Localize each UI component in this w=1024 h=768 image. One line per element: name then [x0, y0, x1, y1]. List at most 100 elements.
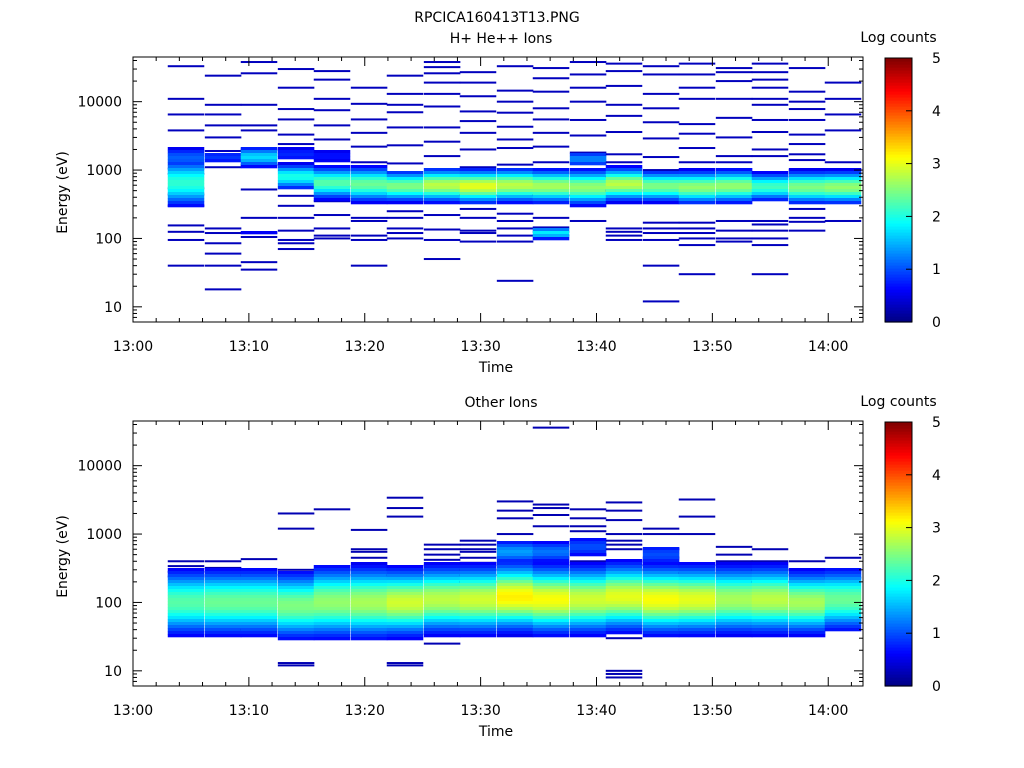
- count-cell: [642, 553, 680, 557]
- noise-cell: [423, 558, 461, 561]
- noise-cell: [642, 527, 680, 530]
- noise-cell: [751, 229, 789, 232]
- count-cell: [386, 180, 424, 184]
- count-cell: [496, 634, 534, 638]
- count-cell: [350, 180, 388, 184]
- count-cell: [313, 159, 351, 163]
- count-cell: [459, 565, 497, 569]
- count-cell: [386, 625, 424, 629]
- count-cell: [788, 613, 826, 617]
- count-cell: [678, 574, 716, 578]
- count-cell: [824, 183, 862, 187]
- count-cell: [350, 628, 388, 632]
- count-cell: [240, 165, 278, 169]
- count-cell: [715, 601, 753, 605]
- count-cell: [277, 589, 315, 593]
- count-cell: [423, 198, 461, 202]
- count-cell: [715, 562, 753, 566]
- count-cell: [824, 171, 862, 175]
- y-axis-label: Energy (eV): [55, 151, 71, 234]
- colorbar-segment: [885, 626, 912, 630]
- colorbar-segment: [885, 175, 912, 179]
- count-cell: [532, 565, 570, 569]
- colorbar-segment: [885, 443, 912, 447]
- count-cell: [350, 616, 388, 620]
- count-cell: [204, 628, 242, 632]
- count-cell: [532, 613, 570, 617]
- count-cell: [569, 625, 607, 629]
- noise-cell: [605, 62, 643, 65]
- noise-cell: [386, 162, 424, 165]
- count-cell: [824, 586, 862, 590]
- noise-cell: [277, 512, 315, 515]
- noise-cell: [350, 145, 388, 148]
- noise-cell: [204, 124, 242, 127]
- count-cell: [496, 619, 534, 623]
- count-cell: [350, 192, 388, 196]
- count-cell: [751, 619, 789, 623]
- count-cell: [313, 189, 351, 193]
- noise-cell: [532, 90, 570, 93]
- noise-cell: [788, 133, 826, 136]
- colorbar-segment: [885, 82, 912, 86]
- colorbar-segment: [885, 295, 912, 299]
- y-tick-label: 10: [104, 664, 122, 680]
- count-cell: [167, 589, 205, 593]
- noise-cell: [642, 92, 680, 95]
- count-cell: [605, 622, 643, 626]
- count-cell: [386, 604, 424, 608]
- noise-cell: [605, 131, 643, 134]
- count-cell: [751, 189, 789, 193]
- noise-cell: [751, 71, 789, 74]
- count-cell: [642, 180, 680, 184]
- noise-cell: [350, 528, 388, 531]
- count-cell: [824, 583, 862, 587]
- noise-cell: [642, 221, 680, 224]
- count-cell: [167, 622, 205, 626]
- noise-cell: [715, 560, 753, 563]
- count-cell: [240, 604, 278, 608]
- count-cell: [824, 625, 862, 629]
- count-cell: [167, 571, 205, 575]
- count-cell: [715, 631, 753, 635]
- noise-cell: [386, 496, 424, 499]
- noise-cell: [605, 84, 643, 87]
- noise-cell: [824, 81, 862, 84]
- count-cell: [532, 234, 570, 238]
- noise-cell: [715, 545, 753, 548]
- count-cell: [715, 619, 753, 623]
- count-cell: [751, 183, 789, 187]
- count-cell: [167, 150, 205, 154]
- count-cell: [423, 562, 461, 566]
- count-cell: [313, 150, 351, 154]
- noise-cell: [167, 97, 205, 100]
- colorbar-segment: [885, 193, 912, 197]
- colorbar-segment: [885, 542, 912, 546]
- count-cell: [715, 568, 753, 572]
- count-cell: [459, 562, 497, 566]
- colorbar-segment: [885, 644, 912, 648]
- count-cell: [715, 174, 753, 178]
- colorbar-tick-label: 3: [932, 521, 941, 537]
- count-cell: [277, 625, 315, 629]
- count-cell: [751, 568, 789, 572]
- count-cell: [642, 595, 680, 599]
- count-cell: [751, 562, 789, 566]
- colorbar-segment: [885, 316, 912, 320]
- count-cell: [496, 610, 534, 614]
- colorbar-segment: [885, 563, 912, 567]
- noise-cell: [277, 568, 315, 571]
- count-cell: [240, 589, 278, 593]
- colorbar-segment: [885, 614, 912, 618]
- colorbar-segment: [885, 61, 912, 65]
- count-cell: [678, 631, 716, 635]
- count-cell: [204, 598, 242, 602]
- count-cell: [350, 601, 388, 605]
- count-cell: [313, 607, 351, 611]
- colorbar-segment: [885, 190, 912, 194]
- count-cell: [313, 592, 351, 596]
- count-cell: [240, 619, 278, 623]
- colorbar-segment: [885, 145, 912, 149]
- count-cell: [605, 165, 643, 169]
- count-cell: [386, 174, 424, 178]
